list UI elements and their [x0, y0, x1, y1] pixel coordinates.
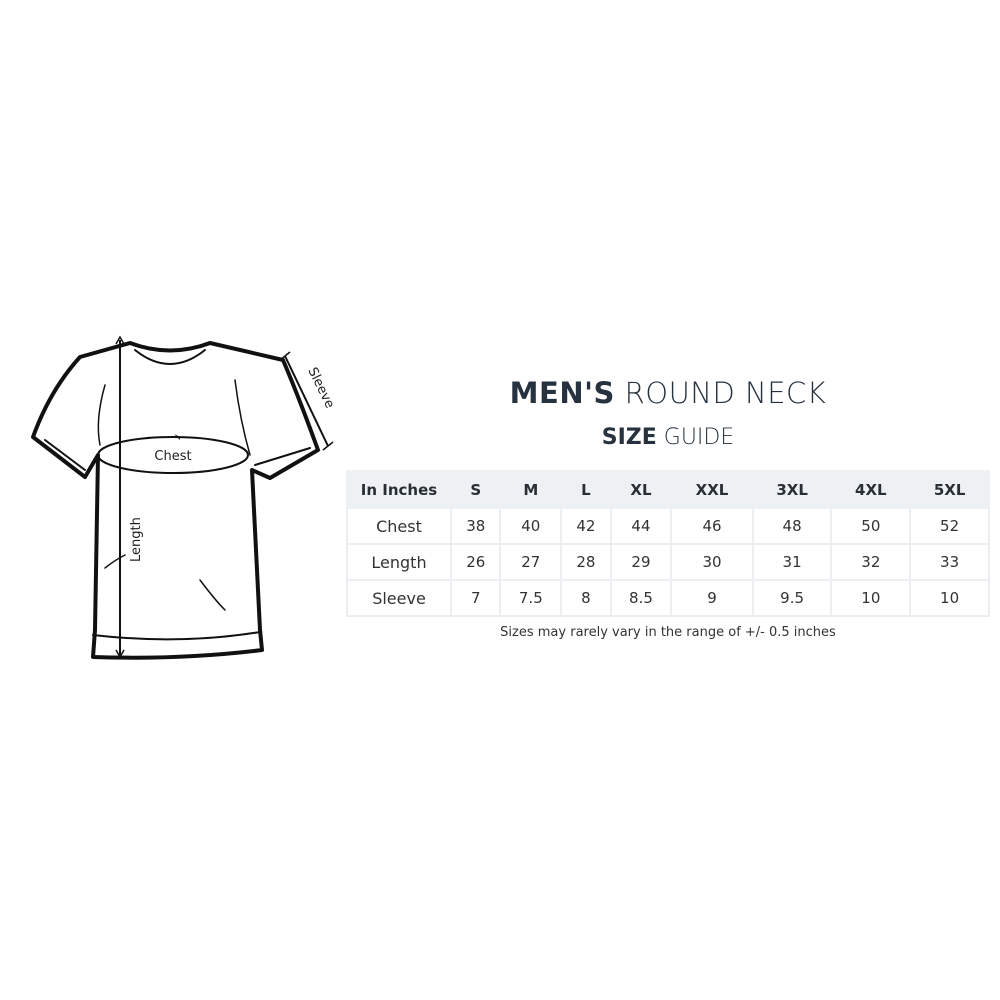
chest-label: Chest [154, 449, 191, 464]
table-cell: 48 [751, 507, 833, 545]
table-cell: 8 [560, 579, 612, 617]
table-row: Length 26 27 28 29 30 31 32 33 [346, 543, 990, 581]
table-cell: 8.5 [609, 579, 673, 617]
table-cell: 29 [609, 543, 673, 581]
title-light: ROUND NECK [624, 376, 827, 410]
table-cell: 50 [830, 507, 912, 545]
table-row: Chest 38 40 42 44 46 48 50 52 [346, 507, 990, 545]
table-cell: 33 [909, 543, 990, 581]
table-header-row: In Inches S M L XL XXL 3XL 4XL 5XL [346, 470, 990, 509]
table-cell: 30 [670, 543, 754, 581]
sleeve-measure-line [284, 355, 329, 447]
size-variance-note: Sizes may rarely vary in the range of +/… [500, 625, 836, 640]
size-header: M [499, 470, 563, 509]
size-header: L [560, 470, 612, 509]
table-cell: 10 [909, 579, 990, 617]
tshirt-outline [31, 341, 320, 660]
table-cell: 42 [560, 507, 612, 545]
table-cell: 28 [560, 543, 612, 581]
table-cell: 9 [670, 579, 754, 617]
chest-arrow-icon [174, 434, 180, 440]
chest-measure-ellipse [97, 436, 249, 474]
title-bold: MEN'S [509, 376, 615, 410]
table-cell: 9.5 [751, 579, 833, 617]
size-header: XXL [670, 470, 754, 509]
page-subtitle: SIZE GUIDE [346, 425, 990, 450]
size-header: S [449, 470, 502, 509]
row-label: Length [346, 543, 452, 581]
sleeve-label: Sleeve [304, 365, 337, 411]
page-title: MEN'S ROUND NECK [346, 376, 990, 410]
size-header: 3XL [751, 470, 833, 509]
subtitle-light: GUIDE [663, 425, 735, 450]
corner-header: In Inches [346, 470, 452, 509]
table-cell: 40 [499, 507, 563, 545]
table-cell: 38 [449, 507, 502, 545]
table-row: Sleeve 7 7.5 8 8.5 9 9.5 10 10 [346, 579, 990, 617]
table-cell: 26 [449, 543, 502, 581]
table-cell: 7 [449, 579, 502, 617]
length-label: Length [129, 517, 144, 562]
table-cell: 10 [830, 579, 912, 617]
table-cell: 52 [909, 507, 990, 545]
row-label: Chest [346, 507, 452, 545]
size-header: 5XL [909, 470, 990, 509]
table-cell: 32 [830, 543, 912, 581]
table-cell: 44 [609, 507, 673, 545]
table-cell: 7.5 [499, 579, 563, 617]
row-label: Sleeve [346, 579, 452, 617]
subtitle-bold: SIZE [601, 425, 657, 450]
size-table: In Inches S M L XL XXL 3XL 4XL 5XL Chest… [346, 470, 990, 617]
size-header: 4XL [830, 470, 912, 509]
table-cell: 46 [670, 507, 754, 545]
table-cell: 27 [499, 543, 563, 581]
table-cell: 31 [751, 543, 833, 581]
size-header: XL [609, 470, 673, 509]
